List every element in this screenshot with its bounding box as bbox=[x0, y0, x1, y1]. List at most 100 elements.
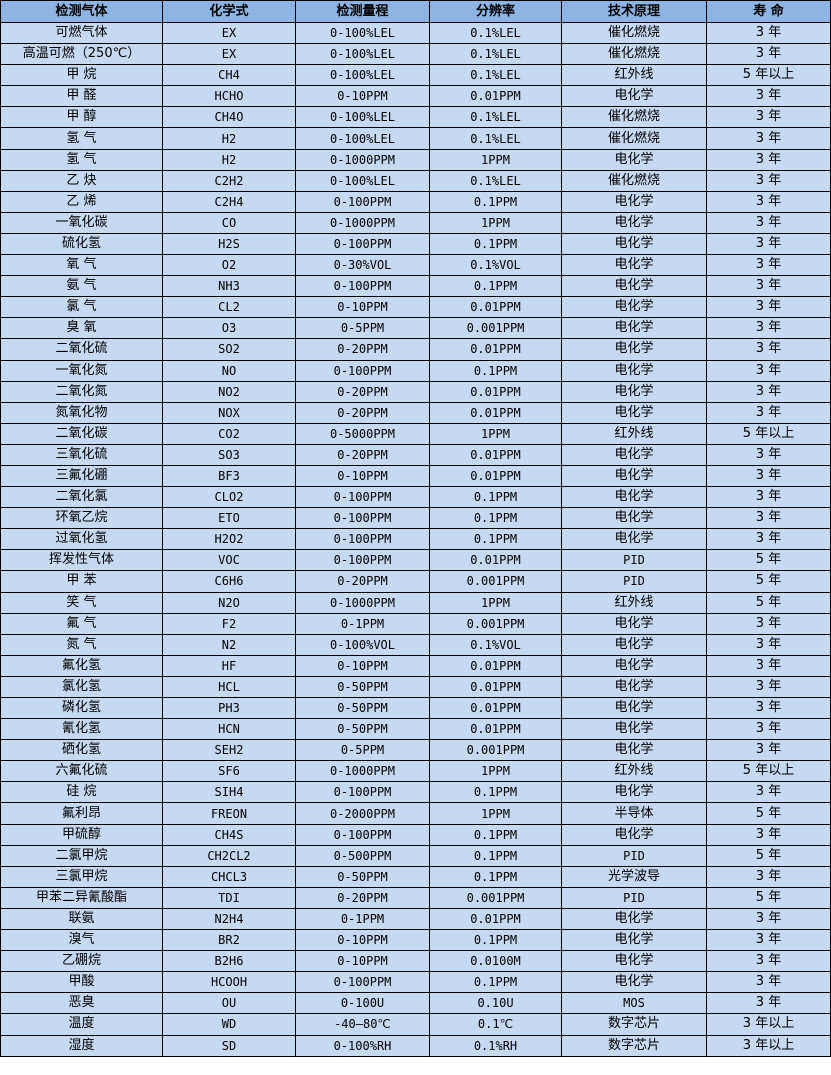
cell-lifespan: 3 年 bbox=[706, 443, 831, 466]
table-row: 氟化氢 HF 0-10PPM 0.01PPM 电化学 3 年 bbox=[0, 654, 831, 677]
cell-range: 0-50PPM bbox=[295, 718, 430, 741]
table-row: 三氟化硼 BF3 0-10PPM 0.01PPM 电化学 3 年 bbox=[0, 464, 831, 488]
cell-lifespan: 3 年 bbox=[706, 464, 831, 488]
cell-resolution: 0.0100M bbox=[429, 950, 562, 973]
cell-principle: 电化学 bbox=[561, 507, 707, 530]
cell-principle: PID bbox=[561, 886, 707, 909]
cell-principle: 电化学 bbox=[561, 823, 707, 846]
cell-lifespan: 3 年 bbox=[706, 317, 831, 340]
cell-range: 0-10PPM bbox=[295, 464, 430, 488]
table-row: 甲 醛 HCHO 0-10PPM 0.01PPM 电化学 3 年 bbox=[0, 85, 831, 108]
table-row: 乙 烯 C2H4 0-100PPM 0.1PPM 电化学 3 年 bbox=[0, 190, 831, 213]
cell-formula: N2 bbox=[162, 633, 296, 656]
cell-gas: 磷化氢 bbox=[0, 696, 163, 720]
cell-range: 0-30%VOL bbox=[295, 254, 430, 277]
cell-principle: 催化燃烧 bbox=[561, 169, 707, 192]
cell-formula: BF3 bbox=[162, 464, 296, 488]
cell-formula: CH4 bbox=[162, 64, 296, 87]
cell-lifespan: 3 年 bbox=[706, 211, 831, 234]
cell-resolution: 1PPM bbox=[429, 591, 562, 614]
cell-gas: 甲 烷 bbox=[0, 64, 163, 87]
cell-resolution: 0.1%VOL bbox=[429, 633, 562, 656]
table-row: 二氧化碳 CO2 0-5000PPM 1PPM 红外线 5 年以上 bbox=[0, 422, 831, 445]
cell-resolution: 0.1PPM bbox=[429, 359, 562, 382]
cell-formula: BR2 bbox=[162, 929, 296, 952]
cell-range: 0-100%LEL bbox=[295, 43, 430, 66]
table-row: 二氯甲烷 CH2CL2 0-500PPM 0.1PPM PID 5 年 bbox=[0, 844, 831, 867]
cell-principle: 催化燃烧 bbox=[561, 106, 707, 129]
cell-resolution: 0.1%LEL bbox=[429, 43, 562, 66]
cell-range: -40—80℃ bbox=[295, 1013, 430, 1036]
cell-formula: N2H4 bbox=[162, 907, 296, 931]
cell-range: 0-100PPM bbox=[295, 275, 430, 298]
cell-range: 0-100%LEL bbox=[295, 64, 430, 87]
cell-resolution: 0.01PPM bbox=[429, 296, 562, 319]
cell-resolution: 0.01PPM bbox=[429, 443, 562, 466]
cell-resolution: 0.01PPM bbox=[429, 549, 562, 572]
cell-range: 0-1000PPM bbox=[295, 760, 430, 783]
cell-formula: HCN bbox=[162, 718, 296, 741]
cell-range: 0-20PPM bbox=[295, 380, 430, 403]
cell-principle: 电化学 bbox=[561, 486, 707, 509]
cell-resolution: 0.1%LEL bbox=[429, 169, 562, 192]
cell-principle: 红外线 bbox=[561, 591, 707, 614]
cell-gas: 乙 炔 bbox=[0, 169, 163, 192]
cell-range: 0-50PPM bbox=[295, 675, 430, 699]
cell-resolution: 0.1PPM bbox=[429, 865, 562, 888]
cell-range: 0-100%LEL bbox=[295, 169, 430, 192]
cell-principle: 电化学 bbox=[561, 190, 707, 213]
table-row: 环氧乙烷 ETO 0-100PPM 0.1PPM 电化学 3 年 bbox=[0, 507, 831, 530]
cell-formula: CH2CL2 bbox=[162, 844, 296, 867]
cell-range: 0-50PPM bbox=[295, 865, 430, 888]
cell-gas: 氟 气 bbox=[0, 612, 163, 635]
cell-lifespan: 5 年 bbox=[706, 844, 831, 867]
cell-resolution: 0.001PPM bbox=[429, 612, 562, 635]
cell-gas: 氨 气 bbox=[0, 275, 163, 298]
cell-principle: 红外线 bbox=[561, 422, 707, 445]
cell-lifespan: 5 年以上 bbox=[706, 760, 831, 783]
table-row: 硒化氢 SEH2 0-5PPM 0.001PPM 电化学 3 年 bbox=[0, 739, 831, 762]
cell-lifespan: 5 年 bbox=[706, 886, 831, 909]
cell-range: 0-100PPM bbox=[295, 486, 430, 509]
cell-gas: 一氧化氮 bbox=[0, 359, 163, 382]
cell-lifespan: 3 年 bbox=[706, 85, 831, 108]
cell-range: 0-20PPM bbox=[295, 443, 430, 466]
cell-formula: NH3 bbox=[162, 275, 296, 298]
cell-gas: 可燃气体 bbox=[0, 21, 163, 45]
cell-resolution: 0.1PPM bbox=[429, 528, 562, 551]
cell-resolution: 0.10U bbox=[429, 992, 562, 1015]
table-row: 硫化氢 H2S 0-100PPM 0.1PPM 电化学 3 年 bbox=[0, 232, 831, 256]
cell-formula: NO2 bbox=[162, 380, 296, 403]
cell-range: 0-100PPM bbox=[295, 781, 430, 804]
cell-lifespan: 3 年 bbox=[706, 275, 831, 298]
cell-principle: 电化学 bbox=[561, 232, 707, 256]
cell-principle: 电化学 bbox=[561, 359, 707, 382]
cell-lifespan: 3 年 bbox=[706, 528, 831, 551]
cell-principle: 电化学 bbox=[561, 275, 707, 298]
cell-lifespan: 3 年 bbox=[706, 486, 831, 509]
cell-formula: EX bbox=[162, 21, 296, 45]
cell-gas: 臭 氧 bbox=[0, 317, 163, 340]
cell-gas: 三氟化硼 bbox=[0, 464, 163, 488]
table-row: 磷化氢 PH3 0-50PPM 0.01PPM 电化学 3 年 bbox=[0, 696, 831, 720]
cell-resolution: 0.01PPM bbox=[429, 718, 562, 741]
cell-principle: 红外线 bbox=[561, 760, 707, 783]
table-row: 臭 氧 O3 0-5PPM 0.001PPM 电化学 3 年 bbox=[0, 317, 831, 340]
cell-principle: 数字芯片 bbox=[561, 1013, 707, 1036]
cell-principle: 催化燃烧 bbox=[561, 127, 707, 150]
cell-range: 0-100%VOL bbox=[295, 633, 430, 656]
cell-range: 0-1000PPM bbox=[295, 211, 430, 234]
table-row: 高温可燃（250℃） EX 0-100%LEL 0.1%LEL 催化燃烧 3 年 bbox=[0, 43, 831, 66]
cell-gas: 氯化氢 bbox=[0, 675, 163, 699]
cell-lifespan: 3 年 bbox=[706, 359, 831, 382]
cell-lifespan: 3 年 bbox=[706, 232, 831, 256]
cell-principle: 电化学 bbox=[561, 254, 707, 277]
table-row: 氨 气 NH3 0-100PPM 0.1PPM 电化学 3 年 bbox=[0, 275, 831, 298]
cell-range: 0-10PPM bbox=[295, 296, 430, 319]
table-row: 联氨 N2H4 0-1PPM 0.01PPM 电化学 3 年 bbox=[0, 907, 831, 931]
cell-lifespan: 3 年 bbox=[706, 992, 831, 1015]
cell-range: 0-100PPM bbox=[295, 359, 430, 382]
cell-principle: 红外线 bbox=[561, 64, 707, 87]
table-row: 湿度 SD 0-100%RH 0.1%RH 数字芯片 3 年以上 bbox=[0, 1034, 831, 1057]
cell-principle: 电化学 bbox=[561, 739, 707, 762]
